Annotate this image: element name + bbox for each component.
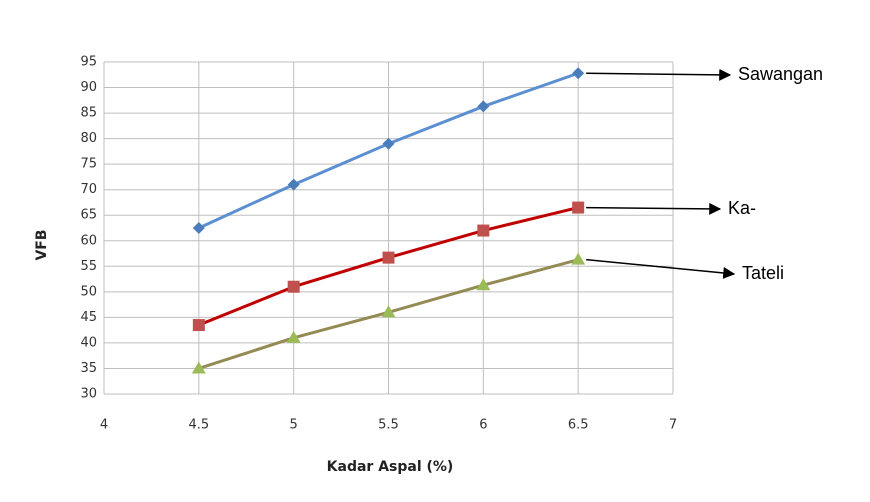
y-tick-label: 70 [80, 182, 97, 197]
series-label: Tateli [742, 263, 784, 283]
y-tick-label: 50 [80, 284, 97, 299]
y-axis-title: VFB [34, 229, 50, 260]
y-tick-label: 55 [80, 259, 97, 274]
marker [287, 178, 300, 191]
y-tick-label: 30 [80, 387, 97, 402]
label-arrow [586, 202, 722, 215]
series-label: Ka- [728, 198, 756, 218]
y-tick-label: 85 [80, 106, 97, 121]
y-tick-label: 35 [80, 361, 97, 376]
marker [477, 224, 490, 237]
marker [572, 201, 585, 214]
x-tick-label: 4 [100, 418, 108, 433]
y-tick-label: 60 [80, 233, 97, 248]
marker [191, 361, 206, 374]
y-tick-label: 90 [80, 80, 97, 95]
y-tick-label: 80 [80, 131, 97, 146]
x-tick-label: 5 [290, 418, 298, 433]
y-tick-label: 95 [80, 55, 97, 70]
marker [477, 100, 490, 113]
x-tick-label: 6 [479, 418, 487, 433]
label-arrow [586, 258, 736, 279]
marker [382, 251, 395, 264]
x-tick-label: 6.5 [568, 418, 589, 433]
marker [476, 278, 491, 291]
x-axis-title: Kadar Aspal (%) [327, 459, 454, 475]
series-label: Sawangan [738, 64, 823, 84]
y-tick-label: 40 [80, 335, 97, 350]
y-tick-label: 75 [80, 157, 97, 172]
marker [381, 305, 396, 318]
marker [572, 67, 585, 80]
y-tick-label: 65 [80, 208, 97, 223]
x-tick-label: 7 [669, 418, 677, 433]
marker [287, 280, 300, 293]
marker [192, 222, 205, 234]
label-arrow [586, 68, 732, 81]
marker [382, 137, 395, 150]
marker [192, 319, 205, 332]
marker [571, 252, 586, 265]
x-tick-label: 4.5 [188, 418, 209, 433]
marker [286, 330, 301, 343]
y-tick-label: 45 [80, 310, 97, 325]
x-tick-label: 5.5 [378, 418, 399, 433]
